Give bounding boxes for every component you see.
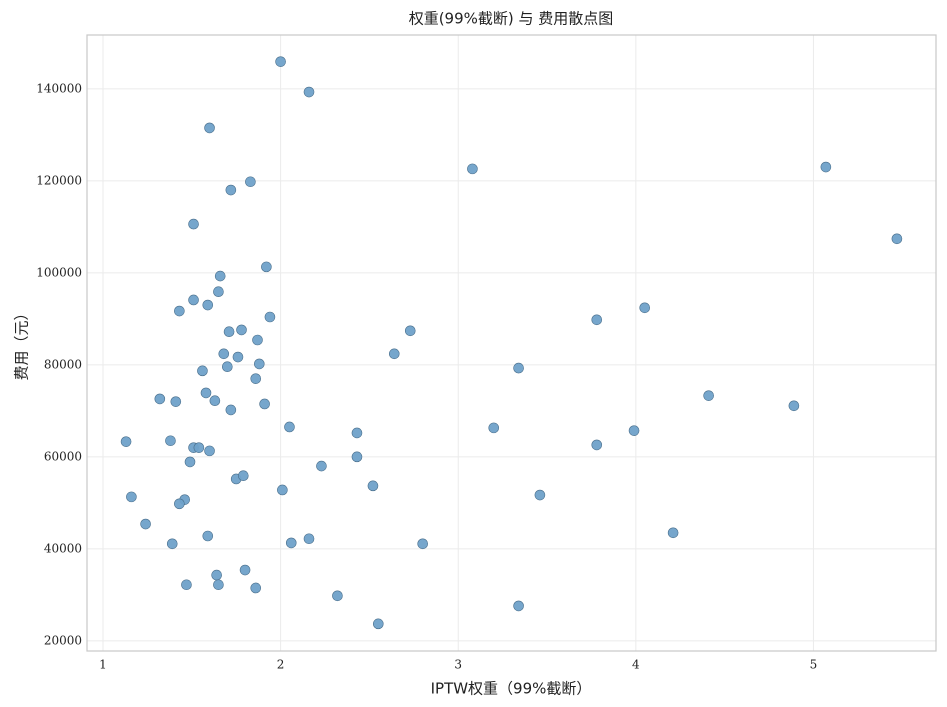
- point: [534, 489, 546, 501]
- y-tick-label: 40000: [44, 541, 82, 555]
- point: [417, 538, 428, 550]
- point: [245, 176, 256, 188]
- point: [303, 533, 315, 545]
- point: [372, 618, 384, 630]
- point: [703, 390, 714, 401]
- point: [264, 311, 276, 323]
- point: [788, 400, 800, 412]
- point: [467, 163, 478, 175]
- point: [200, 387, 212, 399]
- point: [188, 294, 199, 306]
- point: [513, 362, 524, 374]
- x-tick-label: 4: [632, 658, 640, 672]
- point: [181, 579, 192, 591]
- point: [202, 530, 214, 542]
- point: [250, 582, 262, 594]
- point: [154, 393, 166, 405]
- point: [591, 314, 603, 326]
- point: [174, 498, 185, 510]
- point: [225, 404, 237, 416]
- point: [225, 184, 237, 196]
- x-tick-label: 2: [277, 658, 285, 672]
- y-tick-label: 100000: [36, 265, 82, 279]
- point: [209, 395, 221, 407]
- point: [222, 361, 233, 372]
- point: [166, 538, 178, 550]
- point: [120, 436, 132, 447]
- point: [218, 348, 230, 360]
- point: [277, 484, 288, 496]
- point: [174, 305, 185, 317]
- point: [404, 325, 416, 337]
- y-tick-label: 140000: [36, 81, 82, 95]
- point: [170, 396, 182, 407]
- point: [252, 334, 263, 346]
- y-tick-label: 120000: [36, 173, 82, 187]
- point: [250, 373, 262, 384]
- point: [204, 122, 215, 134]
- y-tick-label: 80000: [44, 357, 82, 371]
- x-tick-label: 5: [810, 658, 818, 672]
- point: [126, 491, 137, 503]
- point: [628, 425, 640, 436]
- point: [316, 460, 327, 472]
- point: [667, 527, 679, 539]
- chart-title: 权重(99%截断) 与 费用散点图: [409, 10, 614, 28]
- point: [591, 439, 603, 451]
- point: [204, 445, 215, 457]
- point: [820, 161, 832, 173]
- point: [214, 270, 226, 282]
- point: [239, 564, 251, 576]
- point: [367, 480, 379, 492]
- point: [253, 358, 265, 370]
- point: [275, 56, 286, 67]
- point: [388, 348, 400, 360]
- point: [213, 579, 224, 591]
- point: [285, 537, 297, 549]
- point: [639, 302, 651, 314]
- point: [284, 421, 295, 433]
- point: [184, 456, 196, 468]
- point: [891, 233, 903, 245]
- y-tick-label: 60000: [44, 449, 82, 463]
- point: [213, 286, 224, 298]
- point: [488, 422, 500, 434]
- x-tick-label: 1: [99, 658, 107, 672]
- point: [259, 398, 270, 410]
- point: [197, 365, 208, 377]
- point: [332, 590, 343, 602]
- point: [188, 218, 199, 230]
- point: [261, 261, 272, 273]
- point: [303, 86, 315, 98]
- point: [140, 518, 151, 530]
- point: [193, 442, 205, 453]
- y-axis-label: 费用（元）: [13, 305, 31, 380]
- point: [236, 324, 247, 336]
- point: [351, 451, 363, 463]
- point: [165, 435, 176, 447]
- point: [351, 427, 363, 439]
- point: [238, 470, 249, 482]
- point: [513, 600, 524, 612]
- x-tick-label: 3: [454, 658, 462, 672]
- plot-frame: [86, 34, 937, 652]
- point: [232, 351, 244, 363]
- x-axis-label: IPTW权重（99%截断）: [431, 680, 592, 698]
- point: [202, 299, 214, 311]
- point: [223, 326, 235, 338]
- point: [211, 569, 222, 581]
- y-tick-label: 20000: [44, 633, 82, 647]
